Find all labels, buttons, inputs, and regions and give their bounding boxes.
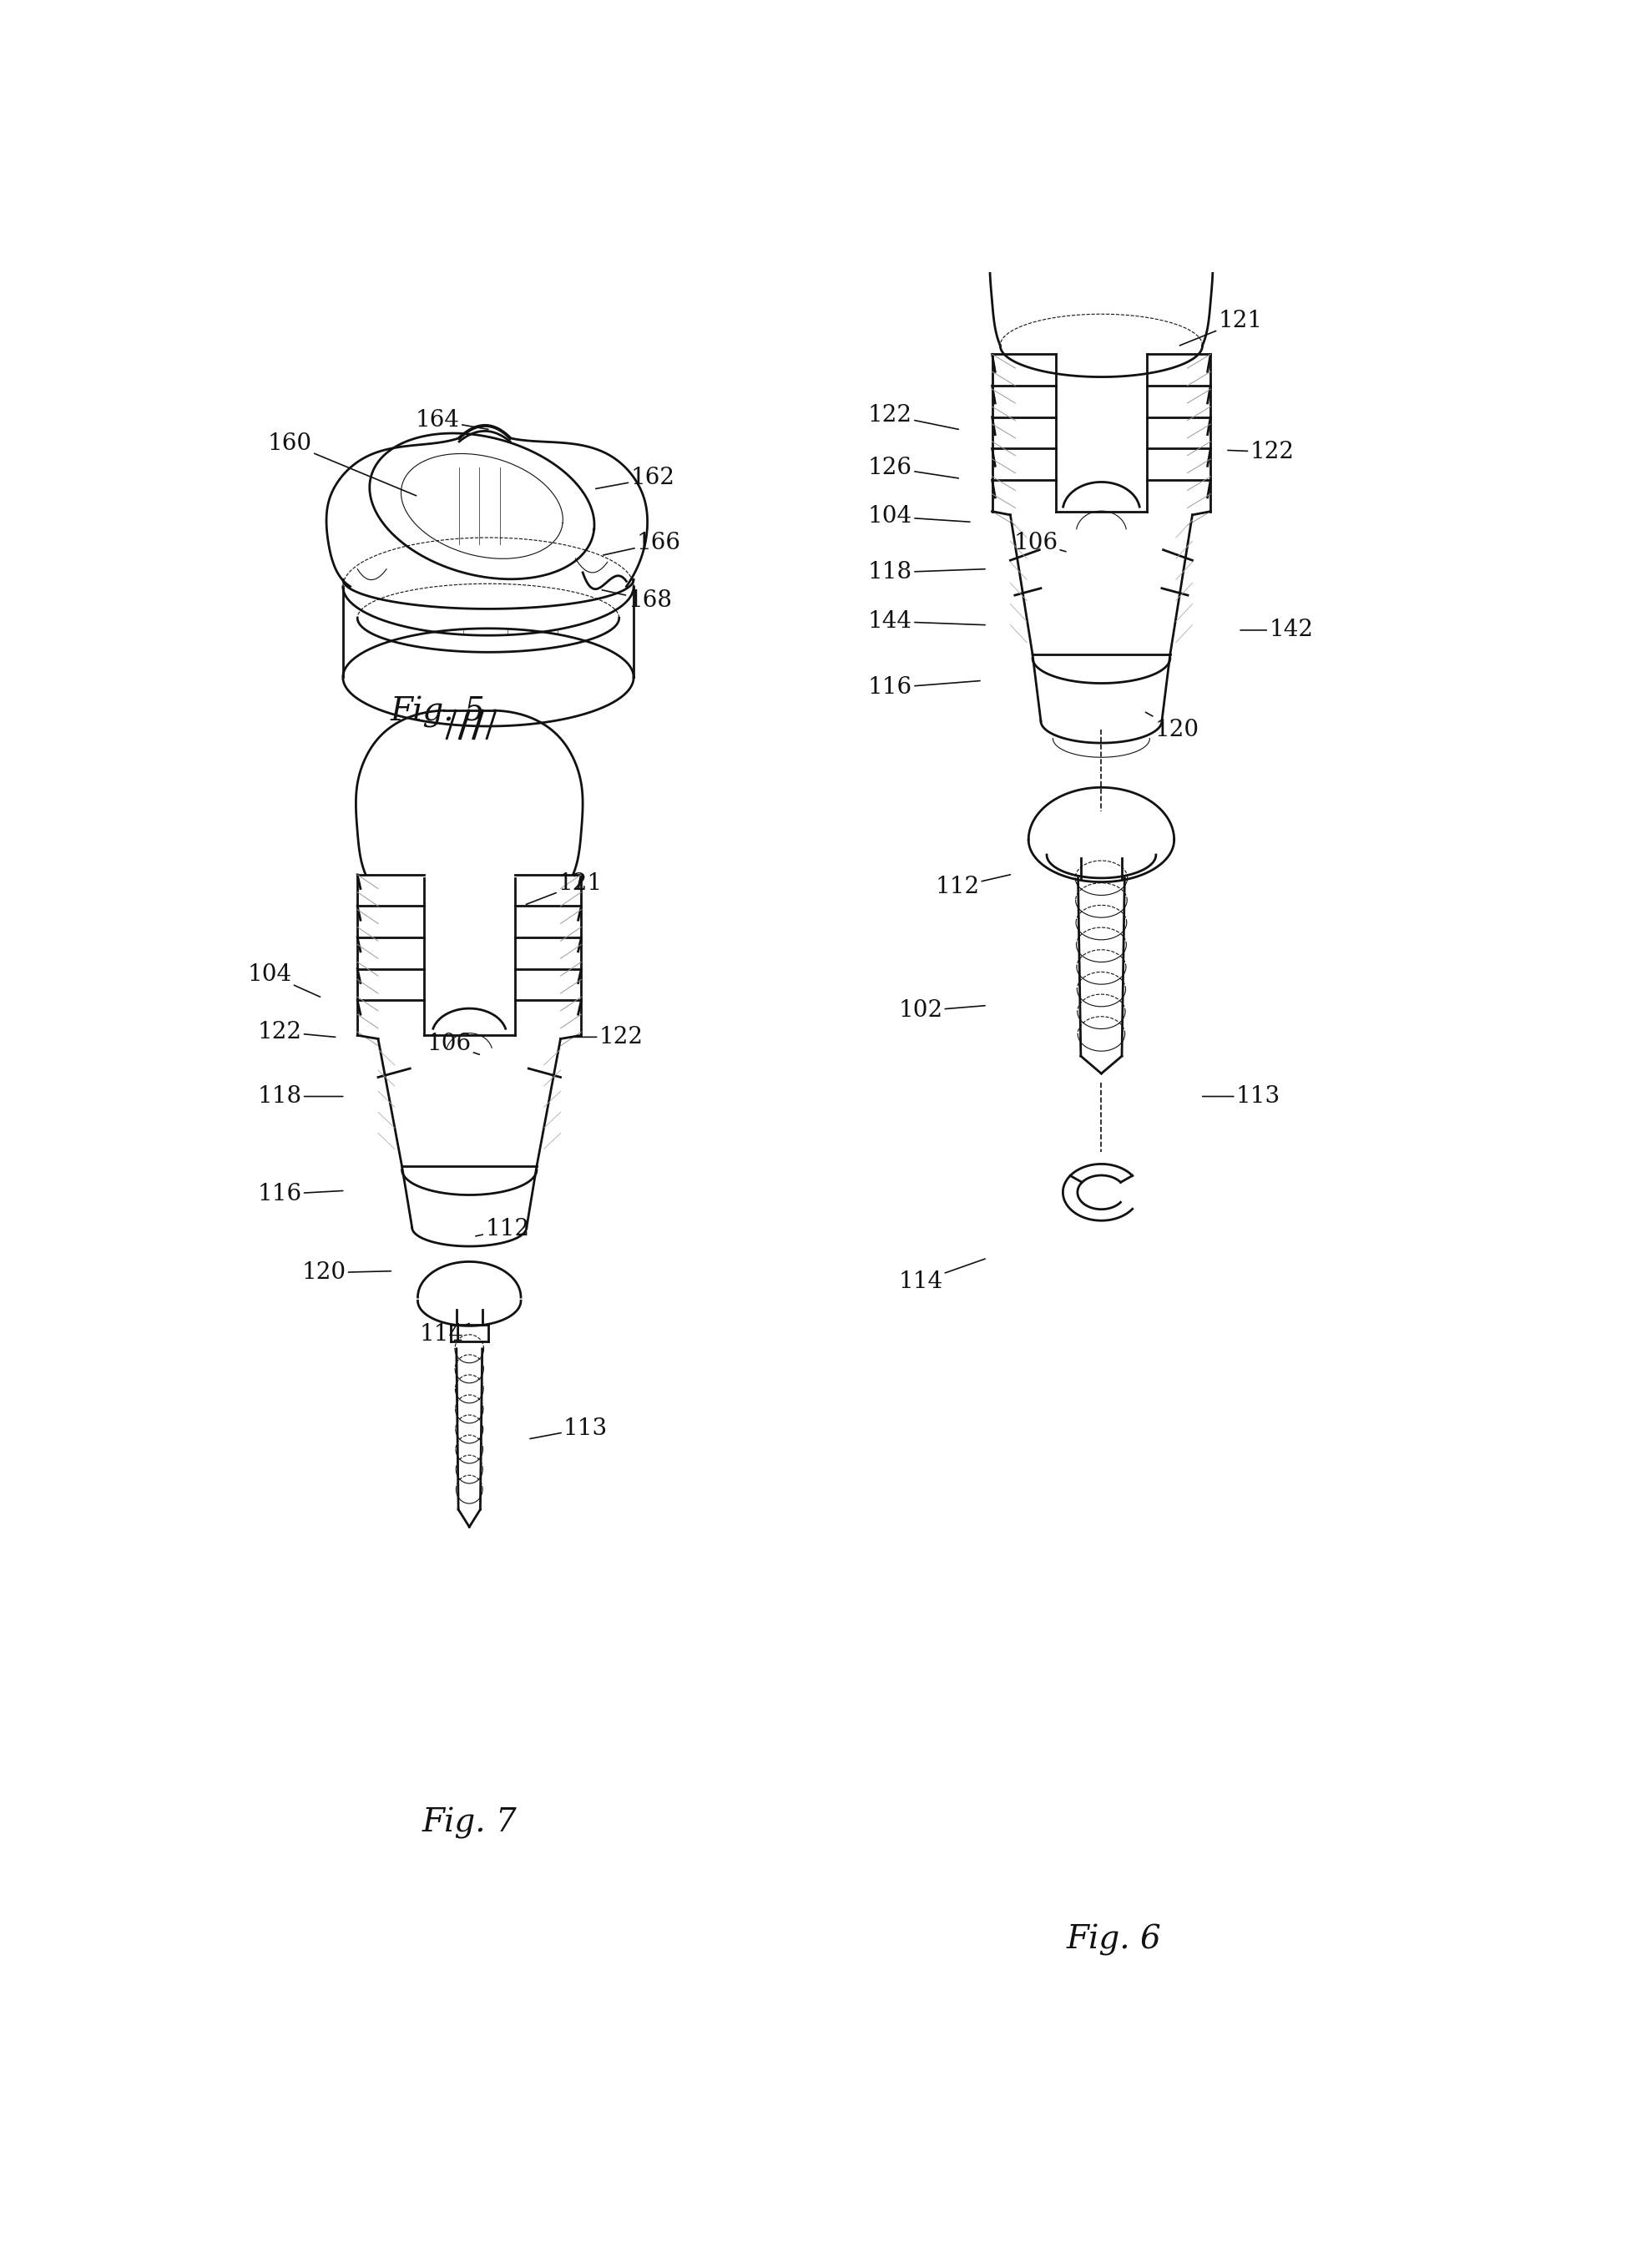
Text: 116: 116 (868, 676, 980, 699)
Text: 112: 112 (476, 1218, 530, 1241)
Text: Fig. 5: Fig. 5 (390, 696, 484, 728)
Text: 122: 122 (258, 1021, 336, 1043)
Text: 122: 122 (574, 1025, 643, 1048)
Text: 106: 106 (427, 1032, 480, 1055)
Text: 104: 104 (248, 964, 320, 998)
Text: 116: 116 (258, 1184, 343, 1207)
Text: 121: 121 (527, 873, 603, 905)
Text: 166: 166 (603, 531, 682, 556)
Text: 122: 122 (1228, 440, 1293, 463)
Text: 122: 122 (868, 404, 959, 429)
Text: 106: 106 (1013, 531, 1067, 553)
Text: 120: 120 (302, 1261, 391, 1284)
Text: 118: 118 (258, 1084, 343, 1107)
Text: 142: 142 (1241, 619, 1313, 642)
Text: 121: 121 (1179, 311, 1262, 345)
Text: 120: 120 (1145, 712, 1199, 742)
Text: 144: 144 (868, 610, 985, 633)
Text: 114: 114 (899, 1259, 985, 1293)
Text: 126: 126 (868, 456, 959, 479)
Text: Fig. 7: Fig. 7 (422, 1808, 517, 1839)
Text: 113: 113 (1202, 1084, 1280, 1107)
Text: 118: 118 (868, 560, 985, 583)
Text: 114: 114 (419, 1322, 470, 1345)
Text: 104: 104 (868, 506, 970, 528)
Text: Fig. 6: Fig. 6 (1067, 1923, 1161, 1955)
Text: 113: 113 (530, 1418, 608, 1440)
Text: 162: 162 (595, 467, 675, 490)
Text: 164: 164 (416, 408, 488, 431)
Text: 102: 102 (899, 1000, 985, 1023)
Text: 160: 160 (267, 431, 416, 497)
Text: 112: 112 (935, 875, 1010, 898)
Text: 168: 168 (602, 590, 672, 612)
